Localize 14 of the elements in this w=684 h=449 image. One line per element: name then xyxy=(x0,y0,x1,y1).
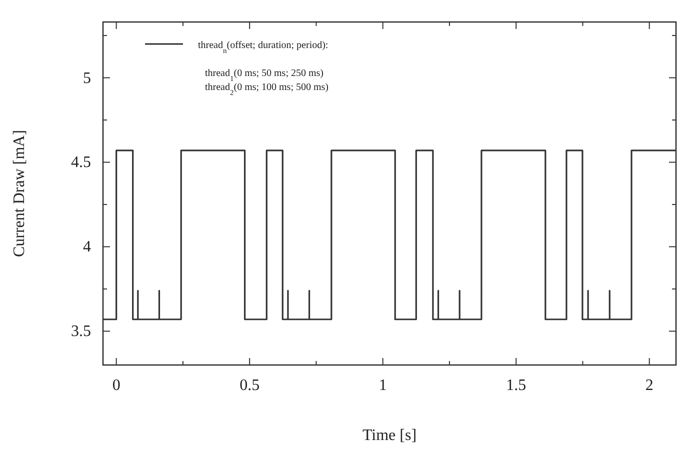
y-tick-label: 4 xyxy=(83,238,91,256)
annotation: thread$_{2}$(0 ms; 100 ms; 500 ms) xyxy=(205,82,328,96)
legend-label: thread$_{n}$(offset; duration; period): xyxy=(198,40,328,54)
y-axis-title: Current Draw [mA] xyxy=(11,130,28,258)
x-tick-label: 1 xyxy=(378,377,387,394)
y-tick-label: 3.5 xyxy=(71,323,91,340)
x-tick-label: 1.5 xyxy=(506,377,526,394)
annotation: thread$_{1}$(0 ms; 50 ms; 250 ms) xyxy=(205,68,324,82)
y-tick-label: 5 xyxy=(83,70,91,87)
x-tick-label: 0 xyxy=(112,377,120,394)
x-axis-title: Time [s] xyxy=(362,427,417,444)
y-tick-label: 4.5 xyxy=(71,154,91,172)
x-tick-label: 0.5 xyxy=(240,377,260,394)
x-tick-label: 2 xyxy=(645,377,654,394)
